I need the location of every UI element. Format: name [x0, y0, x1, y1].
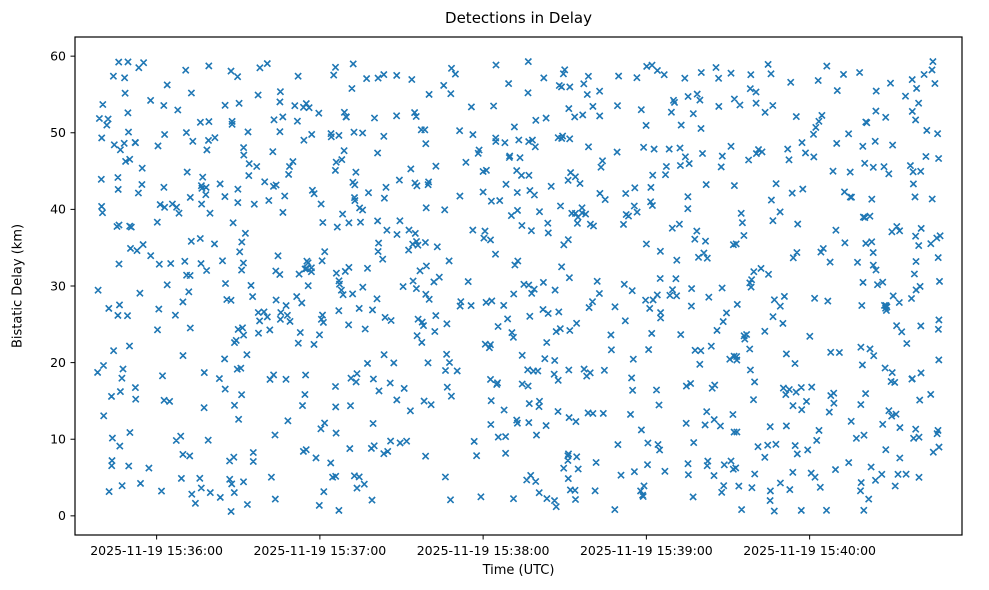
x-tick-label: 2025-11-19 15:40:00: [743, 543, 876, 558]
y-axis-label: Bistatic Delay (km): [10, 223, 26, 349]
y-tick-label: 60: [50, 48, 66, 63]
y-tick-label: 40: [50, 202, 66, 217]
x-tick-label: 2025-11-19 15:37:00: [253, 543, 386, 558]
y-tick-label: 20: [50, 355, 66, 370]
x-tick-label: 2025-11-19 15:39:00: [580, 543, 713, 558]
x-tick-label: 2025-11-19 15:38:00: [417, 543, 550, 558]
scatter-series-detections: [93, 57, 944, 516]
plot-border: [74, 36, 963, 536]
y-tick-label: 50: [50, 125, 66, 140]
y-tick-label: 30: [50, 278, 66, 293]
chart-title: Detections in Delay: [445, 9, 592, 27]
x-axis-label: Time (UTC): [482, 563, 555, 578]
x-tick-label: 2025-11-19 15:36:00: [90, 543, 223, 558]
y-tick-label: 10: [50, 432, 66, 447]
y-tick-label: 0: [58, 508, 66, 523]
